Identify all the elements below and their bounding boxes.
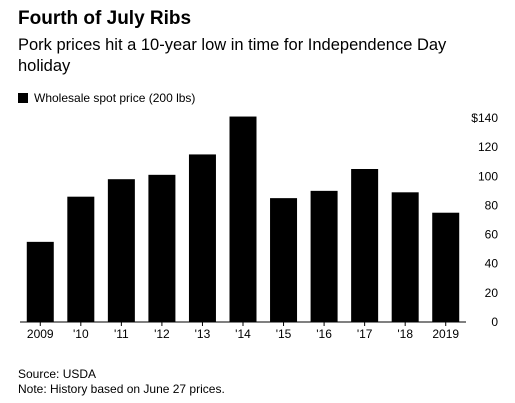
legend: Wholesale spot price (200 lbs)	[18, 91, 195, 105]
source-note: Source: USDA	[18, 367, 97, 381]
bar	[229, 116, 257, 323]
bar	[148, 174, 176, 322]
y-tick-label: 60	[485, 228, 499, 242]
bar	[67, 196, 95, 322]
bar	[107, 179, 135, 322]
x-tick-label: '10	[73, 327, 89, 341]
x-tick-label: 2009	[27, 327, 54, 341]
x-tick-label: 2019	[432, 327, 459, 341]
footer: Source: USDA Note: History based on June…	[18, 367, 225, 397]
bar	[391, 192, 419, 322]
legend-swatch	[18, 93, 28, 103]
bar	[188, 154, 216, 322]
y-tick-label: 40	[485, 257, 499, 271]
x-tick-label: '12	[154, 327, 170, 341]
x-tick-label: '18	[397, 327, 413, 341]
x-tick-label: '14	[235, 327, 251, 341]
y-tick-label: 20	[485, 286, 499, 300]
y-tick-label: 100	[478, 169, 498, 183]
y-tick-label: 0	[491, 315, 498, 329]
y-tick-label: 120	[478, 140, 498, 154]
bar	[351, 169, 379, 322]
x-tick-label: '13	[195, 327, 211, 341]
bar	[270, 198, 298, 322]
chart-subtitle: Pork prices hit a 10-year low in time fo…	[18, 36, 447, 75]
bar	[310, 190, 338, 322]
x-tick-label: '11	[114, 327, 129, 341]
x-tick-label: '17	[357, 327, 373, 341]
bar	[432, 212, 460, 322]
chart-title: Fourth of July Ribs	[18, 8, 192, 29]
history-note: Note: History based on June 27 prices.	[18, 382, 225, 396]
x-tick-label: '16	[316, 327, 332, 341]
legend-label: Wholesale spot price (200 lbs)	[34, 91, 196, 105]
bar	[26, 241, 54, 322]
y-tick-label: 80	[485, 198, 499, 212]
y-tick-label: $140	[471, 111, 498, 125]
x-tick-label: '15	[276, 327, 292, 341]
